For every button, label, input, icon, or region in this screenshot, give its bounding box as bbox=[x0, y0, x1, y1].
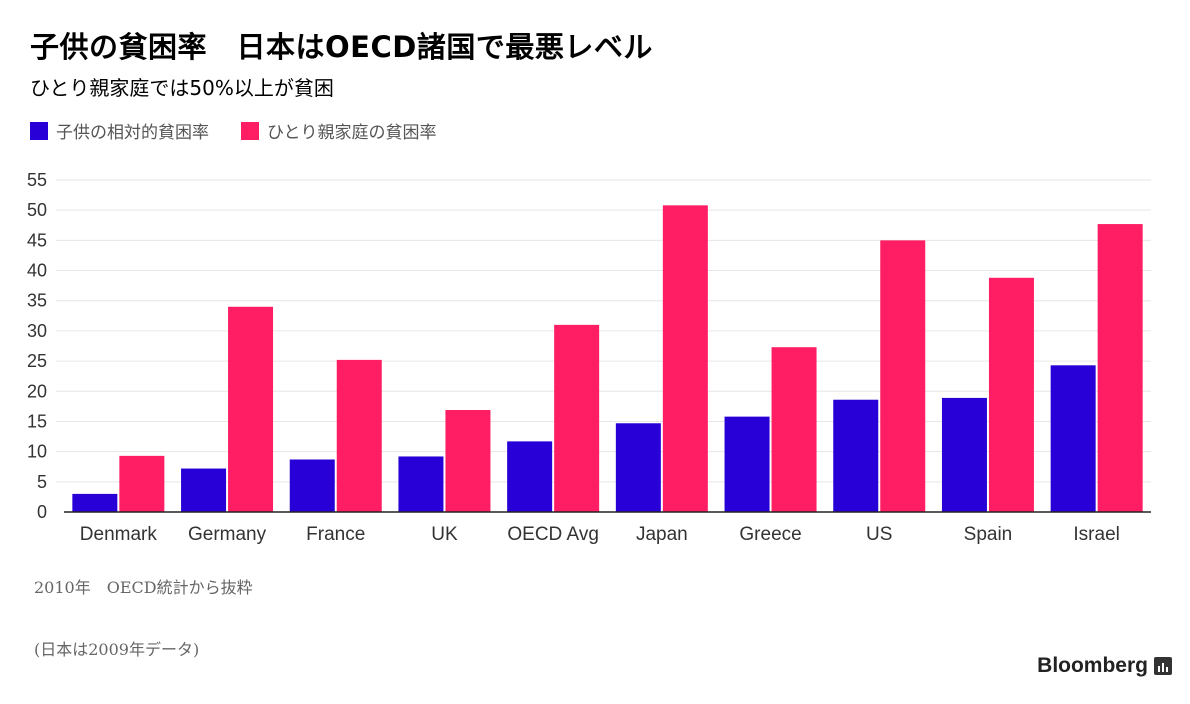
bar-single-parent-oecd-avg bbox=[554, 324, 600, 512]
bloomberg-chart-icon bbox=[1154, 657, 1172, 675]
x-tick-label-spain: Spain bbox=[964, 524, 1013, 545]
bar-child-france bbox=[289, 459, 335, 512]
y-tick-label-25: 25 bbox=[27, 351, 47, 371]
bar-single-parent-denmark bbox=[119, 455, 165, 512]
legend-item-single-parent: ひとり親家庭の貧困率 bbox=[241, 118, 437, 143]
bar-child-germany bbox=[181, 468, 227, 512]
bar-single-parent-uk bbox=[445, 409, 491, 512]
x-tick-label-uk: UK bbox=[431, 524, 458, 545]
y-tick-label-0: 0 bbox=[37, 502, 47, 522]
japan-data-note: (日本は2009年データ) bbox=[34, 640, 200, 659]
y-tick-label-20: 20 bbox=[27, 381, 47, 401]
brand-name: Bloomberg bbox=[1037, 654, 1148, 677]
bar-child-oecd-avg bbox=[507, 441, 553, 512]
legend: 子供の相対的貧困率 ひとり親家庭の貧困率 bbox=[30, 118, 469, 143]
x-tick-label-us: US bbox=[866, 524, 892, 545]
y-tick-label-35: 35 bbox=[27, 291, 47, 311]
legend-label-child: 子供の相対的貧困率 bbox=[56, 123, 209, 143]
bloomberg-logo: Bloomberg bbox=[1037, 654, 1172, 678]
bar-child-uk bbox=[398, 456, 444, 512]
x-tick-label-greece: Greece bbox=[739, 524, 801, 545]
x-tick-label-japan: Japan bbox=[636, 524, 688, 545]
y-tick-label-45: 45 bbox=[27, 230, 47, 250]
chart-subtitle: ひとり親家庭では50%以上が貧困 bbox=[30, 76, 334, 100]
bar-single-parent-us bbox=[880, 240, 926, 512]
bar-child-japan bbox=[615, 423, 661, 512]
bar-child-us bbox=[833, 399, 879, 512]
legend-swatch-single-parent bbox=[241, 121, 259, 140]
y-tick-label-50: 50 bbox=[27, 200, 47, 220]
bar-child-denmark bbox=[72, 493, 118, 512]
x-tick-label-germany: Germany bbox=[188, 524, 267, 545]
bar-single-parent-israel bbox=[1097, 224, 1143, 512]
bar-single-parent-germany bbox=[228, 306, 274, 512]
source-note: 2010年 OECD統計から抜粋 bbox=[34, 578, 253, 597]
legend-label-single-parent: ひとり親家庭の貧困率 bbox=[267, 123, 437, 143]
x-tick-label-israel: Israel bbox=[1073, 524, 1119, 545]
legend-item-child: 子供の相対的貧困率 bbox=[30, 118, 209, 143]
y-tick-label-30: 30 bbox=[27, 321, 47, 341]
y-tick-label-10: 10 bbox=[27, 442, 47, 462]
bar-child-israel bbox=[1050, 365, 1096, 512]
bar-single-parent-japan bbox=[662, 205, 708, 512]
y-tick-label-5: 5 bbox=[37, 472, 47, 492]
x-tick-label-denmark: Denmark bbox=[80, 524, 158, 545]
bar-child-spain bbox=[941, 397, 987, 512]
bar-single-parent-france bbox=[336, 359, 382, 512]
x-tick-label-france: France bbox=[306, 524, 365, 545]
y-tick-label-55: 55 bbox=[27, 170, 47, 190]
bar-single-parent-spain bbox=[988, 277, 1034, 512]
legend-swatch-child bbox=[30, 121, 48, 140]
y-tick-label-40: 40 bbox=[27, 261, 47, 281]
y-tick-label-15: 15 bbox=[27, 411, 47, 431]
x-tick-label-oecd-avg: OECD Avg bbox=[507, 524, 599, 545]
chart-title: 子供の貧困率 日本はOECD諸国で最悪レベル bbox=[30, 30, 653, 64]
bar-child-greece bbox=[724, 416, 770, 512]
bar-single-parent-greece bbox=[771, 347, 817, 512]
